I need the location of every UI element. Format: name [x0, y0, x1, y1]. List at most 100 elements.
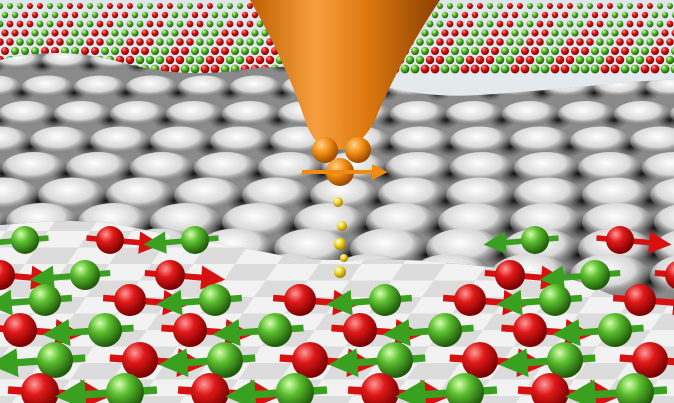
lattice-atom — [491, 11, 499, 19]
lattice-atom — [571, 29, 579, 37]
lattice-atom — [550, 64, 560, 74]
lattice-atom — [507, 3, 513, 9]
lattice-atom — [516, 20, 524, 28]
lattice-atom — [580, 64, 590, 74]
lattice-atom — [416, 38, 424, 46]
lattice-atom — [511, 29, 519, 37]
lattice-atom — [206, 38, 214, 46]
lattice-atom — [576, 20, 584, 28]
lattice-atom — [440, 64, 450, 74]
lattice-atom — [500, 64, 510, 74]
lattice-atom — [655, 55, 665, 65]
lattice-atom — [475, 55, 485, 65]
spin-atom — [173, 313, 207, 347]
lattice-atom — [235, 55, 245, 65]
lattice-atom — [565, 55, 575, 65]
lattice-atom — [641, 29, 649, 37]
lattice-atom — [211, 11, 219, 19]
lattice-atom — [210, 64, 220, 74]
lattice-atom — [621, 47, 629, 55]
lattice-atom — [611, 11, 619, 19]
lattice-atom — [190, 64, 200, 74]
lattice-atom — [141, 11, 149, 19]
lattice-atom — [556, 38, 564, 46]
lattice-atom — [191, 47, 199, 55]
lattice-atom — [131, 11, 139, 19]
lattice-atom — [467, 3, 473, 9]
lattice-atom — [595, 55, 605, 65]
lattice-atom — [121, 47, 129, 55]
spin-atom — [531, 373, 569, 403]
lattice-atom — [630, 64, 640, 74]
spin-atom — [369, 284, 401, 316]
lattice-atom — [215, 55, 225, 65]
lattice-atom — [527, 3, 533, 9]
spin-atom — [539, 284, 571, 316]
lattice-atom — [517, 3, 523, 9]
lattice-atom — [97, 3, 103, 9]
lattice-atom — [426, 20, 434, 28]
lattice-atom — [515, 55, 525, 65]
lattice-atom — [506, 20, 514, 28]
lattice-atom — [186, 38, 194, 46]
bead — [334, 266, 346, 278]
lattice-atom — [176, 38, 184, 46]
lattice-atom — [451, 47, 459, 55]
bump — [38, 177, 106, 213]
lattice-atom — [620, 64, 630, 74]
lattice-atom — [57, 3, 63, 9]
lattice-atom — [201, 47, 209, 55]
lattice-atom — [645, 55, 655, 65]
lattice-atom — [666, 20, 674, 28]
lattice-atom — [71, 29, 79, 37]
lattice-atom — [426, 38, 434, 46]
bump — [514, 152, 578, 184]
lattice-atom — [217, 3, 223, 9]
lattice-atom — [265, 55, 275, 65]
lattice-atom — [127, 3, 133, 9]
spin-atom — [428, 313, 462, 347]
lattice-atom — [566, 38, 574, 46]
lattice-atom — [585, 55, 595, 65]
lattice-atom — [121, 29, 129, 37]
lattice-atom — [436, 20, 444, 28]
lattice-atom — [486, 20, 494, 28]
bump — [194, 152, 258, 184]
spin-atom — [199, 284, 231, 316]
lattice-atom — [591, 29, 599, 37]
lattice-atom — [81, 29, 89, 37]
bump — [654, 203, 674, 241]
lattice-atom — [541, 11, 549, 19]
lattice-atom — [581, 29, 589, 37]
lattice-atom — [481, 29, 489, 37]
lattice-atom — [551, 11, 559, 19]
bump — [582, 177, 650, 213]
lattice-atom — [61, 29, 69, 37]
bump — [210, 126, 270, 156]
spin-atom — [580, 260, 610, 290]
lattice-atom — [27, 3, 33, 9]
lattice-atom — [155, 55, 165, 65]
bump — [578, 152, 642, 184]
bump — [0, 177, 38, 213]
lattice-atom — [601, 11, 609, 19]
lattice-atom — [151, 47, 159, 55]
lattice-atom — [16, 20, 24, 28]
lattice-atom — [191, 11, 199, 19]
lattice-atom — [481, 11, 489, 19]
lattice-atom — [506, 38, 514, 46]
lattice-atom — [106, 38, 114, 46]
spin-atom — [361, 373, 399, 403]
bump — [446, 101, 502, 127]
lattice-atom — [671, 47, 674, 55]
spin-atom — [446, 373, 484, 403]
lattice-atom — [141, 29, 149, 37]
lattice-atom — [241, 11, 249, 19]
lattice-atom — [231, 47, 239, 55]
lattice-atom — [577, 3, 583, 9]
lattice-atom — [615, 55, 625, 65]
bead — [334, 238, 346, 250]
lattice-atom — [660, 64, 670, 74]
lattice-atom — [26, 20, 34, 28]
lattice-atom — [96, 38, 104, 46]
